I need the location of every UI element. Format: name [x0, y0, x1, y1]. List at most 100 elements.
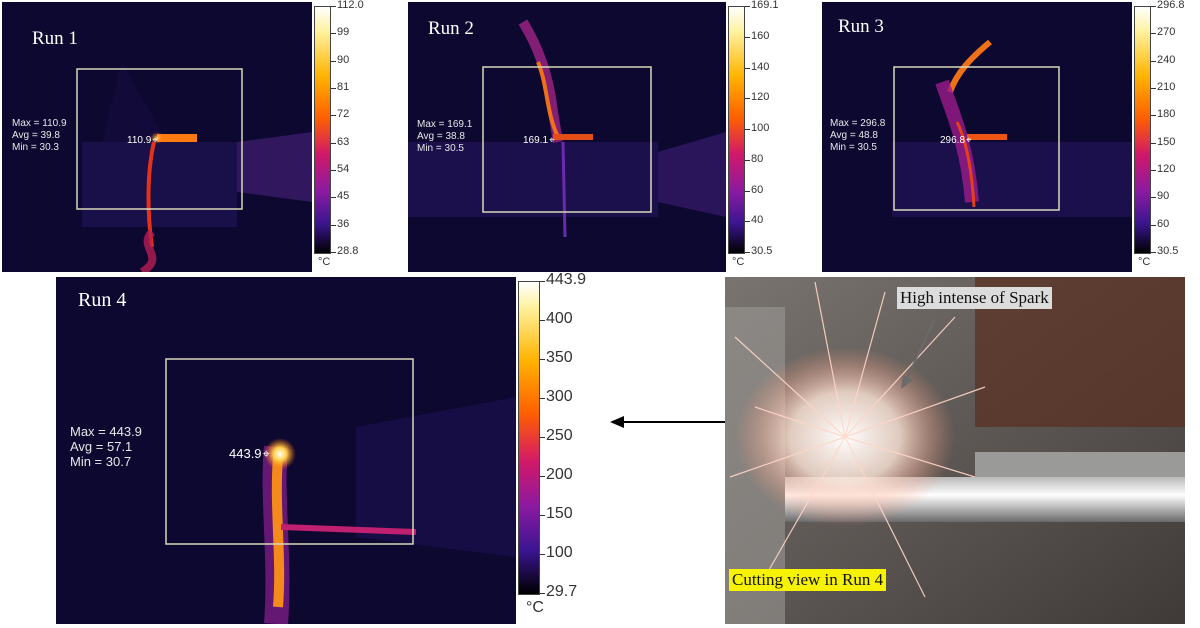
colorbar-label: 60	[751, 183, 764, 196]
colorbar-label: 63	[337, 135, 350, 148]
colorbar-tick	[745, 67, 750, 69]
colorbar-label: 72	[337, 108, 350, 121]
run-4-stats: Max = 443.9 Avg = 57.1 Min = 30.7	[70, 424, 142, 469]
colorbar-tick	[1151, 115, 1156, 117]
colorbar-tick	[745, 252, 750, 253]
spark-callout: High intense of Spark	[897, 287, 1052, 309]
colorbar-tick	[1151, 33, 1156, 35]
colorbar-label: 160	[751, 29, 770, 42]
thermal-scene-run-3	[892, 39, 1132, 217]
colorbar-tick	[331, 60, 336, 62]
colorbar-label: 36	[337, 217, 350, 230]
colorbar-run-2: 169.1 160 140 120 100 80 60 40 30.5 °C	[726, 0, 806, 272]
thermal-image-run-4: Run 4 Max = 443.9 Avg = 57.1 Min = 30.7 …	[56, 277, 516, 624]
colorbar-label: 270	[1157, 26, 1176, 39]
colorbar-label: 150	[546, 505, 573, 522]
run-2-stats: Max = 169.1 Avg = 38.8 Min = 30.5	[417, 119, 473, 154]
colorbar-label: 100	[546, 544, 573, 561]
colorbar-unit: °C	[526, 599, 544, 616]
colorbar-tick	[540, 476, 545, 477]
colorbar-run-3: 296.8 270 240 210 180 150 120 90 60 30.5 °C	[1132, 0, 1198, 272]
colorbar-label: 120	[751, 91, 770, 104]
colorbar-label: 180	[1157, 108, 1176, 121]
colorbar-tick	[540, 593, 545, 594]
thermal-scene-run-1	[76, 62, 312, 272]
run-3-spot-temp: 296.8⌖	[940, 135, 972, 146]
colorbar-label: 60	[1157, 217, 1170, 230]
colorbar-label: 400	[546, 310, 573, 327]
colorbar-unit: °C	[318, 256, 331, 268]
colorbar-label: 350	[546, 349, 573, 366]
colorbar-label: 90	[337, 53, 350, 66]
colorbar-tick	[331, 33, 336, 35]
colorbar-tick	[540, 554, 545, 555]
colorbar-label: 100	[751, 122, 770, 134]
colorbar-tick	[540, 515, 545, 516]
run-1-title: Run 1	[32, 28, 78, 49]
colorbar-tick	[745, 190, 750, 192]
colorbar-label: 30.5	[751, 245, 773, 257]
colorbar-tick	[540, 398, 545, 399]
colorbar-label: 54	[337, 163, 350, 175]
colorbar-tick	[331, 197, 336, 199]
colorbar-label: 250	[546, 427, 573, 444]
cutting-photo: High intense of Spark Cutting view in Ru…	[725, 277, 1185, 624]
thermal-scene-run-2	[408, 19, 726, 238]
arrow-to-run-4	[610, 416, 726, 428]
run-4-spot-temp: 443.9⌖	[229, 446, 270, 461]
colorbar-tick	[540, 281, 545, 282]
colorbar-label: 210	[1157, 81, 1176, 93]
colorbar-tick	[331, 170, 336, 171]
colorbar-label: 99	[337, 26, 350, 39]
colorbar-unit: °C	[732, 256, 745, 268]
colorbar-tick	[540, 320, 545, 321]
run-2-spot-temp: 169.1⌖	[523, 135, 555, 146]
run-1-spot-temp: 110.9⌖	[127, 135, 158, 146]
colorbar-tick	[745, 221, 750, 223]
colorbar-tick	[1151, 170, 1156, 171]
colorbar-tick	[540, 437, 545, 438]
thermal-image-run-1: Run 1 Max = 110.9 Avg = 39.8 Min = 30.3 …	[2, 2, 312, 272]
colorbar-tick	[331, 252, 336, 253]
run-4-title: Run 4	[78, 289, 127, 311]
colorbar-tick	[1151, 252, 1156, 253]
colorbar-tick	[331, 224, 336, 226]
colorbar-label: 40	[751, 214, 764, 227]
colorbar-tick	[331, 142, 336, 144]
colorbar-tick	[1151, 197, 1156, 199]
colorbar-unit: °C	[1138, 256, 1151, 268]
colorbar-label: 120	[1157, 163, 1176, 175]
colorbar-tick	[540, 359, 545, 360]
colorbar-label: 90	[1157, 190, 1170, 203]
run-3-title: Run 3	[838, 16, 884, 37]
colorbar-label: 81	[337, 81, 350, 93]
colorbar-tick	[331, 88, 336, 89]
colorbar-label: 28.8	[337, 245, 359, 257]
thermal-image-run-2: Run 2 Max = 169.1 Avg = 38.8 Min = 30.5 …	[408, 2, 726, 272]
run-3-stats: Max = 296.8 Avg = 48.8 Min = 30.5	[830, 118, 886, 153]
colorbar-tick	[1151, 60, 1156, 62]
colorbar-gradient	[1134, 6, 1151, 254]
colorbar-label: 443.9	[546, 271, 587, 288]
colorbar-tick	[331, 6, 336, 7]
colorbar-tick	[745, 6, 750, 7]
colorbar-label: 80	[751, 152, 764, 165]
colorbar-label: 169.1	[751, 0, 779, 11]
thermal-scene-run-4	[165, 358, 516, 624]
colorbar-label: 30.5	[1157, 245, 1179, 257]
run-1-stats: Max = 110.9 Avg = 39.8 Min = 30.3	[12, 118, 67, 153]
colorbar-tick	[1151, 6, 1156, 7]
colorbar-label: 300	[546, 388, 573, 405]
colorbar-tick	[745, 98, 750, 100]
colorbar-label: 112.0	[337, 0, 364, 11]
colorbar-tick	[745, 159, 750, 161]
colorbar-tick	[1151, 224, 1156, 226]
colorbar-label: 296.8	[1157, 0, 1185, 11]
run-2-title: Run 2	[428, 18, 474, 39]
colorbar-gradient	[314, 6, 331, 254]
colorbar-label: 140	[751, 60, 770, 73]
colorbar-run-4: 443.9 400 350 300 250 200 150 100 29.7 °C	[516, 271, 604, 624]
colorbar-tick	[745, 36, 750, 38]
colorbar-gradient	[518, 281, 540, 595]
colorbar-gradient	[728, 6, 745, 254]
